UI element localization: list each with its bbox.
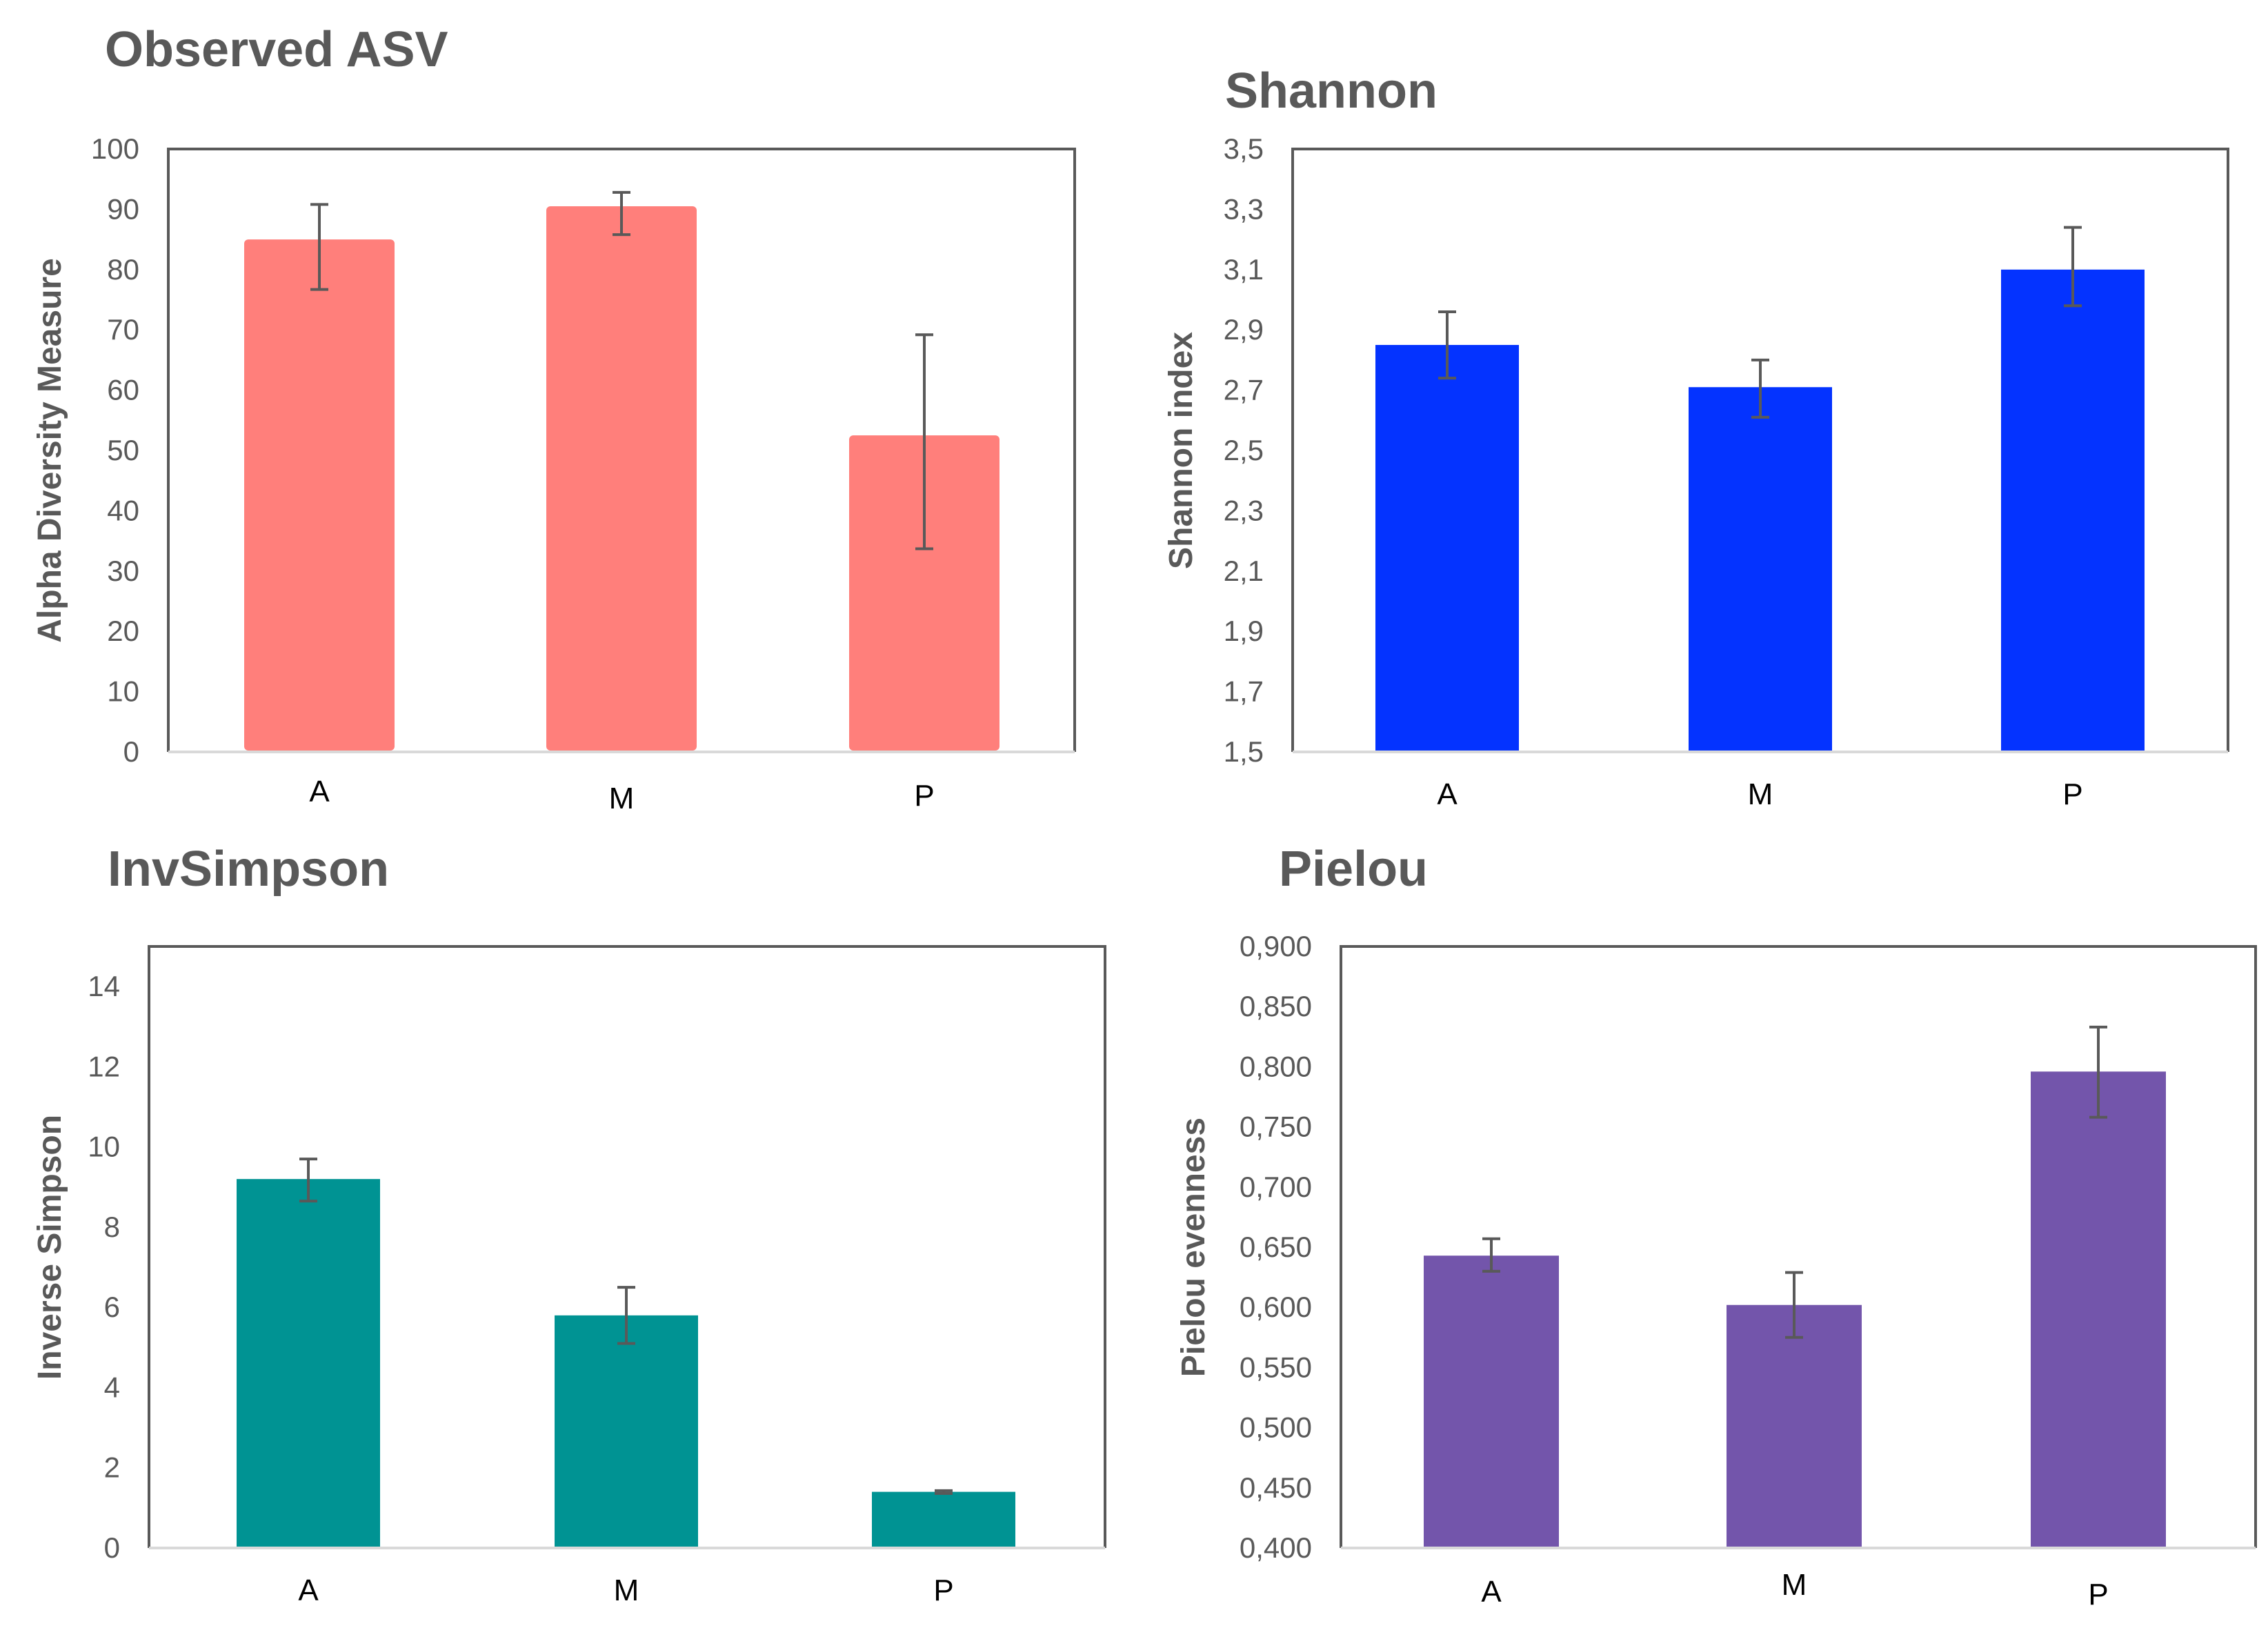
- error-bar-M: [617, 1286, 635, 1345]
- y-tick-label: 8: [104, 1211, 120, 1243]
- y-tick-label: 1,5: [1224, 735, 1264, 768]
- y-tick-label: 4: [104, 1371, 120, 1403]
- y-tick-label: 0,850: [1240, 990, 1312, 1022]
- x-tick-label-M: M: [609, 782, 635, 815]
- bar-P: [2031, 1071, 2166, 1547]
- y-tick-label: 50: [107, 434, 139, 466]
- error-bar-P: [2064, 226, 2082, 308]
- y-tick-label: 10: [107, 675, 139, 708]
- bar-M: [546, 206, 697, 751]
- y-tick-label: 2,7: [1224, 374, 1264, 406]
- y-tick-label: 12: [88, 1050, 120, 1082]
- y-axis-label: Shannon index: [1163, 332, 1200, 569]
- x-tick-label-M: M: [1782, 1568, 1807, 1602]
- y-tick-label: 10: [88, 1131, 120, 1163]
- y-tick-label: 0,900: [1240, 930, 1312, 962]
- y-tick-label: 0,550: [1240, 1351, 1312, 1383]
- y-axis-label: Inverse Simpson: [32, 1115, 68, 1380]
- bar-P: [872, 1491, 1015, 1547]
- bar-A: [237, 1179, 380, 1547]
- error-bar-P: [2089, 1025, 2107, 1119]
- error-bar-M: [1751, 358, 1769, 419]
- chart-panel-1: Observed ASV 0 10 20 30 40 50 60 70 80 90 100 Alpha …: [32, 22, 1076, 815]
- y-tick-label: 1,7: [1224, 675, 1264, 708]
- y-tick-label: 2,3: [1224, 494, 1264, 526]
- x-tick-label-A: A: [309, 775, 330, 808]
- y-tick-label: 14: [88, 970, 120, 1002]
- y-tick-label: 3,5: [1224, 132, 1264, 165]
- chart-title: Pielou: [1279, 842, 1428, 897]
- chart-panel-4: Pielou 0,400 0,450 0,500 0,550 0,600 0,650 0,70…: [1175, 842, 2257, 1611]
- bar-P: [2001, 269, 2145, 751]
- x-tick-label-M: M: [1748, 777, 1773, 811]
- y-tick-label: 3,3: [1224, 192, 1264, 225]
- error-bar-M: [1785, 1271, 1803, 1339]
- error-bar-P: [935, 1489, 953, 1495]
- y-tick-label: 2,1: [1224, 555, 1264, 587]
- bar-P: [849, 435, 999, 751]
- y-tick-label: 70: [107, 313, 139, 346]
- y-tick-label: 2,5: [1224, 434, 1264, 466]
- chart-title: InvSimpson: [108, 842, 389, 897]
- y-tick-label: 30: [107, 555, 139, 587]
- bar-A: [244, 239, 395, 751]
- y-tick-label: 40: [107, 494, 139, 526]
- y-axis-label: Alpha Diversity Measure: [32, 258, 68, 643]
- y-tick-label: 80: [107, 253, 139, 286]
- plot-frame: [148, 945, 1106, 1548]
- y-tick-label: 2,9: [1224, 313, 1264, 346]
- x-tick-label-M: M: [614, 1574, 639, 1607]
- y-tick-label: 20: [107, 615, 139, 647]
- y-tick-label: 1,9: [1224, 615, 1264, 647]
- bar-M: [1689, 387, 1832, 751]
- plot-frame: [1291, 148, 2229, 752]
- y-tick-label: 3,1: [1224, 253, 1264, 286]
- y-axis-label: Pielou evenness: [1175, 1118, 1212, 1377]
- y-tick-label: 90: [107, 192, 139, 225]
- chart-title: Shannon: [1225, 63, 1438, 119]
- y-tick-label: 0,650: [1240, 1231, 1312, 1263]
- plot-frame: [1340, 945, 2257, 1548]
- error-bar-M: [613, 190, 630, 237]
- x-tick-label-P: P: [2088, 1578, 2108, 1611]
- plot-frame: [167, 148, 1076, 752]
- chart-title: Observed ASV: [105, 22, 448, 77]
- error-bar-A: [1482, 1237, 1500, 1273]
- bar-M: [1727, 1304, 1862, 1547]
- y-tick-label: 0,750: [1240, 1111, 1312, 1143]
- y-tick-label: 6: [104, 1291, 120, 1323]
- y-tick-label: 0,600: [1240, 1291, 1312, 1323]
- error-bar-P: [915, 333, 933, 550]
- y-tick-label: 60: [107, 374, 139, 406]
- y-tick-label: 0,800: [1240, 1050, 1312, 1082]
- y-tick-label: 0,500: [1240, 1411, 1312, 1444]
- error-bar-A: [1438, 310, 1456, 380]
- bar-M: [555, 1315, 698, 1547]
- y-tick-label: 0,400: [1240, 1531, 1312, 1564]
- y-tick-label: 2: [104, 1451, 120, 1484]
- y-tick-label: 0: [123, 735, 139, 768]
- bar-A: [1375, 345, 1519, 751]
- x-tick-label-P: P: [933, 1574, 953, 1607]
- error-bar-A: [310, 203, 328, 291]
- x-tick-label-A: A: [1437, 777, 1458, 811]
- bar-A: [1424, 1255, 1559, 1547]
- x-tick-label-A: A: [1481, 1575, 1502, 1609]
- chart-panel-2: Shannon 1,5 1,7 1,9 2,1 2,3 2,5 2,7 2,9 3,1 3,3 3,5…: [1163, 63, 2229, 811]
- chart-panel-3: InvSimpson 0 2 4 6 8 10 12 14 Inverse Simpson A M P: [32, 842, 1106, 1607]
- y-tick-label: 0,700: [1240, 1171, 1312, 1203]
- y-tick-label: 0,450: [1240, 1471, 1312, 1504]
- x-tick-label-P: P: [2062, 777, 2082, 811]
- x-tick-label-P: P: [914, 779, 934, 813]
- y-tick-label: 0: [104, 1531, 120, 1564]
- error-bar-A: [299, 1158, 317, 1203]
- y-tick-label: 100: [91, 132, 139, 165]
- x-tick-label-A: A: [298, 1574, 319, 1607]
